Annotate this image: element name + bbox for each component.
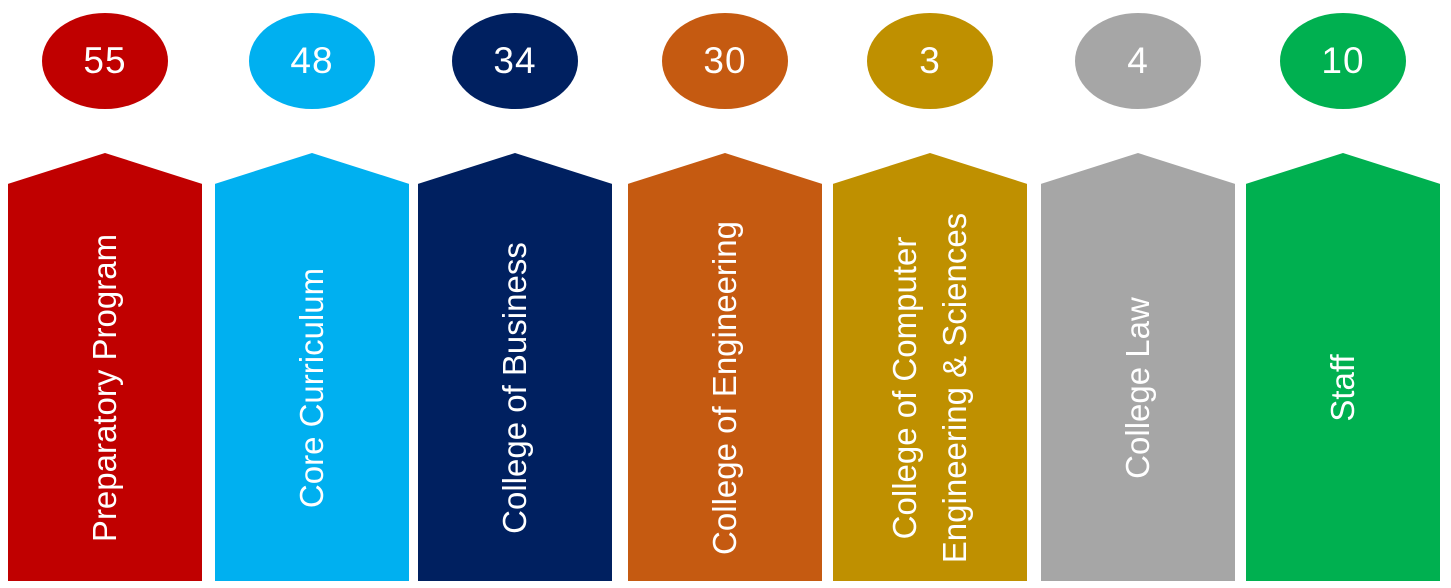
label-arrow: College Law xyxy=(1041,153,1235,581)
unit-label: College of Business xyxy=(496,242,533,535)
count-oval: 10 xyxy=(1280,13,1406,109)
label-arrow: Staff xyxy=(1246,153,1440,581)
unit-label: College Law xyxy=(1119,297,1156,480)
count-oval: 55 xyxy=(42,13,168,109)
unit-label: Core Curriculum xyxy=(293,268,330,509)
label-arrow: College of Computer Engineering & Scienc… xyxy=(833,153,1027,581)
count-oval: 34 xyxy=(452,13,578,109)
label-arrow: Core Curriculum xyxy=(215,153,409,581)
label-arrow: College of Engineering xyxy=(628,153,822,581)
unit-label: College of Computer Engineering & Scienc… xyxy=(886,213,973,564)
unit-label: College of Engineering xyxy=(706,221,743,556)
unit-label: Staff xyxy=(1324,354,1361,423)
count-oval: 48 xyxy=(249,13,375,109)
count-oval: 30 xyxy=(662,13,788,109)
unit-staff: 10 Staff xyxy=(1243,0,1443,581)
unit-college-of-computer-engineering: 3 College of Computer Engineering & Scie… xyxy=(830,0,1030,581)
unit-college-law: 4 College Law xyxy=(1038,0,1238,581)
unit-core-curriculum: 48 Core Curriculum xyxy=(212,0,412,581)
count-oval: 4 xyxy=(1075,13,1201,109)
unit-college-of-business: 34 College of Business xyxy=(415,0,615,581)
unit-preparatory-program: 55 Preparatory Program xyxy=(5,0,205,581)
label-arrow: Preparatory Program xyxy=(8,153,202,581)
unit-college-of-engineering: 30 College of Engineering xyxy=(625,0,825,581)
count-oval: 3 xyxy=(867,13,993,109)
label-arrow: College of Business xyxy=(418,153,612,581)
unit-label: Preparatory Program xyxy=(86,234,123,543)
